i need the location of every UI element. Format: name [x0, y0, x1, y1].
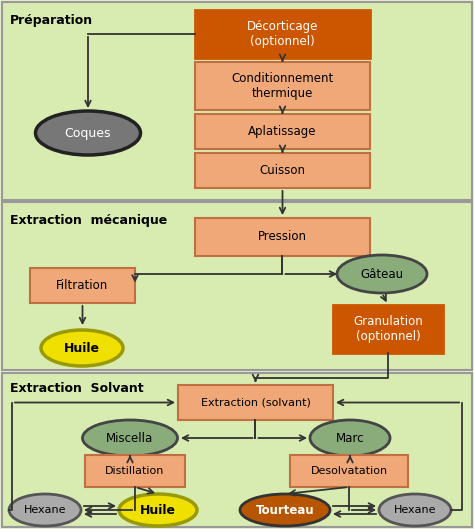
Ellipse shape	[310, 420, 390, 456]
Ellipse shape	[36, 111, 140, 155]
Ellipse shape	[9, 494, 81, 526]
Text: Marc: Marc	[336, 432, 364, 444]
FancyBboxPatch shape	[195, 153, 370, 188]
Text: Cuisson: Cuisson	[259, 164, 306, 177]
Text: Granulation
(optionnel): Granulation (optionnel)	[353, 315, 423, 343]
FancyBboxPatch shape	[30, 268, 135, 303]
Text: Aplatissage: Aplatissage	[248, 125, 317, 138]
FancyBboxPatch shape	[195, 218, 370, 256]
Text: Coques: Coques	[65, 126, 111, 140]
Text: Distillation: Distillation	[105, 466, 164, 476]
Text: Desolvatation: Desolvatation	[310, 466, 388, 476]
FancyBboxPatch shape	[178, 385, 333, 420]
FancyBboxPatch shape	[195, 10, 370, 58]
Text: Huile: Huile	[140, 504, 176, 516]
Text: Gâteau: Gâteau	[360, 268, 403, 280]
Ellipse shape	[41, 330, 123, 366]
Ellipse shape	[337, 255, 427, 293]
FancyBboxPatch shape	[2, 202, 472, 370]
Text: Hexane: Hexane	[24, 505, 66, 515]
FancyBboxPatch shape	[290, 455, 408, 487]
Ellipse shape	[82, 420, 177, 456]
Ellipse shape	[240, 494, 330, 526]
Text: Pression: Pression	[258, 231, 307, 243]
Text: Miscella: Miscella	[106, 432, 154, 444]
Text: Extraction (solvant): Extraction (solvant)	[201, 397, 310, 407]
Text: Décorticage
(optionnel): Décorticage (optionnel)	[247, 20, 318, 48]
Text: Filtration: Filtration	[56, 279, 109, 292]
FancyBboxPatch shape	[195, 62, 370, 110]
Text: Tourteau: Tourteau	[255, 504, 314, 516]
FancyBboxPatch shape	[195, 114, 370, 149]
Text: Extraction  mécanique: Extraction mécanique	[10, 214, 167, 227]
Text: Hexane: Hexane	[394, 505, 436, 515]
Ellipse shape	[119, 494, 197, 526]
Text: Conditionnement
thermique: Conditionnement thermique	[231, 72, 334, 100]
FancyBboxPatch shape	[85, 455, 185, 487]
FancyBboxPatch shape	[333, 305, 443, 353]
FancyBboxPatch shape	[2, 2, 472, 200]
FancyBboxPatch shape	[2, 373, 472, 527]
Text: Préparation: Préparation	[10, 14, 93, 27]
Text: Extraction  Solvant: Extraction Solvant	[10, 382, 144, 395]
Text: Huile: Huile	[64, 342, 100, 354]
Ellipse shape	[379, 494, 451, 526]
